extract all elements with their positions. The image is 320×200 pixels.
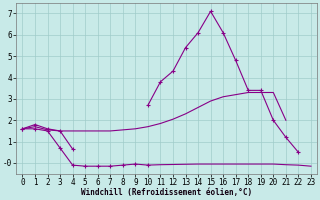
X-axis label: Windchill (Refroidissement éolien,°C): Windchill (Refroidissement éolien,°C)	[81, 188, 252, 197]
